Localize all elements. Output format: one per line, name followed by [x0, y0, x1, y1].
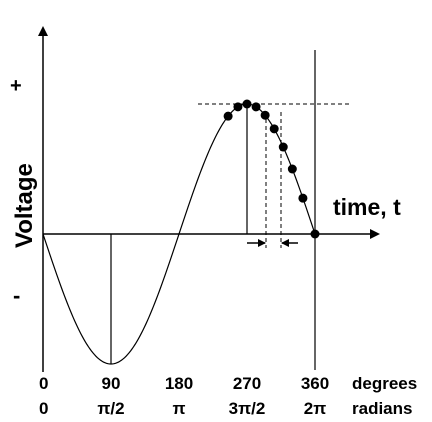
time-label: time, t	[333, 194, 401, 220]
sample-point	[223, 111, 233, 121]
plus-sign: +	[10, 75, 22, 97]
sample-point	[260, 110, 270, 120]
minus-sign: -	[13, 283, 20, 308]
radian-tick-0: 0	[39, 399, 48, 418]
degree-tick-360: 360	[301, 374, 329, 393]
sample-point	[310, 229, 320, 239]
radian-tick-270: 3π/2	[229, 399, 266, 418]
voltage-label: Voltage	[11, 163, 38, 248]
degree-tick-90: 90	[102, 374, 121, 393]
radians-unit-label: radians	[352, 399, 412, 418]
radian-tick-90: π/2	[97, 399, 124, 418]
sine-curve	[42, 103, 316, 365]
sample-point	[287, 164, 297, 174]
degree-tick-180: 180	[165, 374, 193, 393]
sample-point	[242, 99, 252, 109]
degrees-unit-label: degrees	[352, 374, 417, 393]
sample-point	[298, 193, 308, 203]
radian-tick-360: 2π	[304, 399, 326, 418]
sample-point	[233, 102, 243, 112]
degree-tick-0: 0	[39, 374, 48, 393]
sample-point	[251, 102, 261, 112]
sample-point	[269, 124, 279, 134]
radian-tick-180: π	[172, 399, 185, 418]
degree-tick-270: 270	[233, 374, 261, 393]
sample-point	[278, 142, 288, 152]
